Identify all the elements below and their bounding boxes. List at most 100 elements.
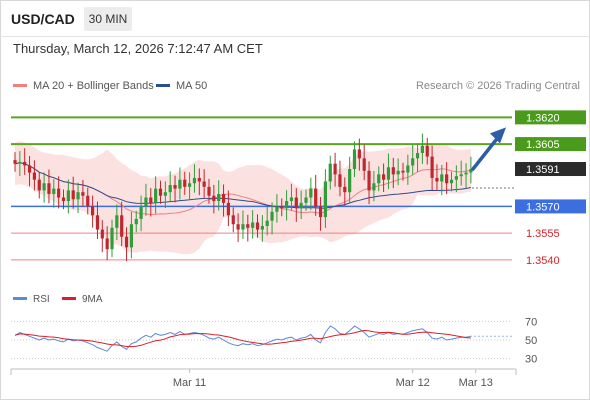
level-label-1-3620-box (515, 110, 586, 125)
candle-body (377, 174, 381, 184)
candle-body (391, 167, 395, 175)
candle-body (314, 188, 318, 207)
candle-body (454, 176, 458, 180)
candle-body (163, 192, 167, 196)
ma50-line (14, 162, 471, 209)
candle-body (37, 179, 41, 191)
candle-body (464, 172, 468, 175)
level-label-1-3605: 1.3605 (526, 139, 560, 151)
candle-body (246, 224, 250, 228)
header-divider (0, 36, 590, 37)
candle-body (144, 197, 148, 207)
candle-body (415, 152, 420, 159)
candle-body (420, 145, 424, 153)
rsi-legend-label: RSI (33, 294, 50, 305)
oscillator-tick-70: 70 (525, 316, 537, 328)
ma20-swatch (13, 83, 27, 87)
candle-body (168, 185, 172, 193)
candle-body (280, 206, 284, 209)
candle-body (66, 190, 70, 202)
ma50-label: MA 50 (176, 80, 208, 92)
candle-body (241, 224, 245, 230)
candle-body (18, 161, 22, 164)
bollinger-band-area (15, 141, 471, 255)
candle-body (100, 229, 104, 239)
candle-body (95, 215, 100, 230)
timeframe-badge[interactable]: 30 MIN (84, 7, 132, 31)
candle-body (289, 197, 294, 202)
candle-body (13, 160, 17, 164)
candle-body (221, 193, 226, 203)
candle-body (154, 188, 158, 203)
copyright-text: Research © 2026 Trading Central (415, 80, 580, 92)
candle-body (52, 188, 56, 194)
candle-body (139, 206, 143, 219)
candle-body (124, 236, 129, 248)
candle-body (372, 183, 376, 191)
candle-body (197, 177, 201, 182)
candle-body (367, 170, 371, 191)
candle-body (469, 169, 473, 173)
candle-body (110, 227, 114, 250)
ma20-label: MA 20 + Bollinger Bands (33, 80, 154, 92)
rsi-legend-swatch (13, 297, 27, 300)
candle-body (158, 188, 163, 196)
candle-body (81, 192, 85, 196)
candle-body (425, 145, 429, 157)
candle-body (430, 156, 434, 178)
level-label-1-3620: 1.3620 (526, 112, 560, 124)
legend-ma20: MA 20 + Bollinger Bands (13, 80, 154, 92)
candle-body (91, 206, 95, 216)
candle-body (382, 174, 386, 180)
rsi-ma-legend-swatch (62, 297, 76, 300)
rsi-9ma-line (14, 329, 471, 348)
rsi-line (14, 325, 471, 352)
candle-body (343, 186, 347, 193)
candle-body (236, 224, 240, 230)
candle-body (333, 163, 337, 175)
candle-body (260, 226, 264, 230)
level-label-1-3570: 1.3570 (526, 201, 560, 213)
candle-body (57, 188, 61, 198)
ma50-swatch (156, 83, 170, 87)
candle-body (348, 169, 352, 193)
candle-body (149, 197, 153, 203)
candle-body (173, 185, 177, 189)
x-tick-label: Mar 13 (459, 377, 493, 389)
candle-body (183, 179, 187, 187)
candle-body (129, 224, 133, 248)
candle-body (42, 183, 46, 191)
level-label-1-3591: 1.3591 (526, 164, 560, 176)
candle-body (406, 165, 410, 173)
candle-body (352, 149, 357, 170)
candle-body (255, 222, 260, 230)
candle-body (251, 222, 255, 228)
candle-body (27, 165, 32, 173)
candle-body (217, 193, 221, 202)
level-label-1-3555: 1.3555 (526, 228, 560, 240)
x-tick-label: Mar 11 (173, 377, 206, 389)
oscillator-tick-30: 30 (525, 354, 537, 366)
level-label-1-3591-box (515, 162, 586, 177)
candle-body (401, 170, 405, 173)
candle-body (212, 195, 216, 202)
candle-body (396, 170, 400, 175)
candle-body (71, 190, 75, 200)
candle-body (285, 201, 289, 209)
candle-body (270, 211, 274, 221)
candle-body (86, 195, 90, 207)
candle-body (202, 181, 206, 187)
chart-datetime: Thursday, March 12, 2026 7:12:47 AM CET (13, 41, 263, 56)
candle-body (309, 188, 313, 198)
candle-body (192, 177, 197, 184)
candle-body (440, 174, 444, 182)
candle-body (328, 163, 332, 182)
candle-body (265, 220, 269, 227)
candle-body (435, 177, 439, 182)
candle-body (76, 192, 80, 200)
level-label-1-3570-box (515, 199, 586, 214)
candle-body (323, 181, 327, 218)
candle-body (411, 158, 415, 166)
rsi-ma-legend-label: 9MA (82, 294, 103, 305)
candle-body (105, 238, 109, 250)
